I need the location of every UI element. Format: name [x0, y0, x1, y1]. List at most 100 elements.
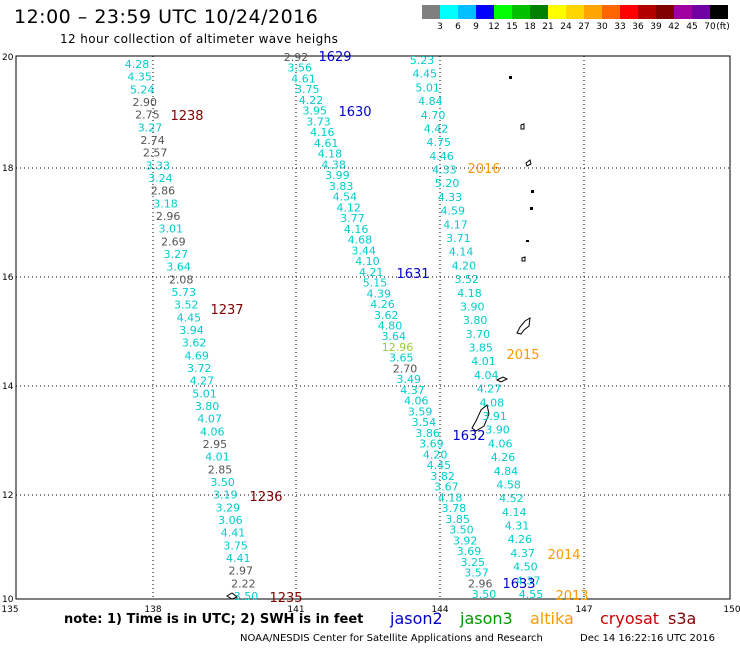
pass-number-label: 2014	[547, 548, 580, 563]
y-tick-label: 16	[2, 273, 14, 283]
islands	[226, 76, 534, 600]
chart-subtitle: 12 hour collection of altimeter wave hei…	[60, 32, 339, 46]
altimeter-tracks: 4.284.355.242.902.753.272.742.573.333.24…	[125, 51, 544, 603]
wave-height-value: 3.06	[218, 514, 243, 527]
wave-height-value: 3.94	[179, 324, 204, 337]
wave-height-value: 3.33	[146, 159, 171, 172]
wave-height-value: 3.52	[454, 273, 479, 286]
wave-height-value: 4.16	[310, 126, 335, 139]
colorbar-tick-label: 30	[596, 22, 608, 32]
wave-height-value: 3.83	[329, 180, 354, 193]
pass-labels: 1238 1237 1236 1235 1629 1630 1631 1632 1633 2016…	[170, 50, 588, 606]
island-guam	[471, 404, 490, 432]
track-altika: 5.234.455.014.844.704.424.754.464.335.20…	[410, 54, 544, 601]
wave-height-value: 3.01	[158, 223, 183, 236]
wave-height-value: 2.75	[135, 109, 160, 122]
track-cryosat: 4.284.355.242.902.753.272.742.573.333.24…	[125, 58, 259, 603]
wave-height-value: 4.41	[221, 527, 246, 540]
axis-labels: 135 138 141 144 147 150 20 18 16 14 12 10	[1, 53, 740, 615]
satellite-legend-s3a: s3a	[668, 609, 697, 628]
wave-height-value: 4.18	[438, 491, 463, 504]
wave-height-value: 12.96	[382, 341, 414, 354]
wave-height-value: 4.26	[370, 298, 395, 311]
wave-height-value: 3.75	[223, 539, 248, 552]
island-marker	[509, 76, 512, 79]
wave-height-value: 4.50	[513, 561, 538, 574]
colorbar-swatch	[656, 5, 674, 19]
colorbar-swatch	[494, 5, 512, 19]
colorbar-tick-label: 27	[578, 22, 590, 32]
wave-height-value: 2.95	[203, 438, 228, 451]
y-tick-label: 14	[2, 382, 14, 392]
wave-height-value: 3.80	[463, 314, 488, 327]
wave-height-value: 2.70	[393, 362, 418, 375]
wave-height-value: 4.35	[127, 71, 152, 84]
colorbar-swatch	[458, 5, 476, 19]
satellite-legend-jason3: jason3	[460, 609, 513, 628]
island-outline	[525, 159, 532, 167]
pass-number-label: 1235	[269, 591, 302, 606]
island-saipan	[516, 317, 531, 335]
wave-height-value: 4.01	[471, 355, 496, 368]
wave-height-value: 3.80	[195, 400, 220, 413]
x-tick-label: 138	[144, 605, 161, 615]
map-frame	[15, 55, 731, 600]
wave-height-value: 3.29	[216, 501, 241, 514]
wave-height-value: 4.45	[427, 459, 452, 472]
wave-height-value: 3.65	[389, 352, 414, 365]
wave-height-value: 4.27	[477, 383, 502, 396]
colorbar-swatch	[638, 5, 656, 19]
pass-number-label: 1236	[249, 490, 282, 505]
wave-height-value: 4.54	[333, 191, 358, 204]
colorbar-swatch	[530, 5, 548, 19]
wave-height-value: 3.25	[460, 556, 485, 569]
map-grid	[16, 56, 730, 599]
colorbar-swatch	[566, 5, 584, 19]
colorbar-tick-label: 70	[704, 22, 716, 32]
wave-height-value: 4.14	[502, 506, 527, 519]
wave-height-value: 3.71	[446, 232, 471, 245]
wave-height-value: 3.18	[153, 197, 178, 210]
pass-number-label: 2016	[467, 162, 500, 177]
wave-height-value: 4.07	[197, 413, 222, 426]
x-tick-label: 135	[1, 605, 18, 615]
wave-height-value: 4.61	[314, 137, 339, 150]
wave-height-value: 3.70	[466, 328, 491, 341]
footnote: note: 1) Time is in UTC; 2) SWH is in fe…	[64, 612, 364, 627]
x-tick-label: 147	[575, 605, 592, 615]
colorbar-swatch	[602, 5, 620, 19]
wave-height-value: 3.50	[449, 524, 474, 537]
wave-height-value: 4.41	[226, 552, 251, 565]
wave-height-value: 3.57	[464, 567, 489, 580]
wave-height-value: 4.31	[505, 520, 530, 533]
y-tick-label: 20	[2, 53, 14, 63]
wave-height-value: 4.21	[359, 266, 384, 279]
pass-number-label: 1238	[170, 109, 203, 124]
island-marker	[530, 207, 533, 210]
wave-height-value: 3.56	[288, 62, 313, 75]
pass-number-label: 1237	[210, 303, 243, 318]
wave-height-value: 4.52	[499, 492, 524, 505]
island-marker	[531, 190, 534, 193]
island-outline	[521, 256, 526, 262]
wave-height-value: 3.24	[148, 172, 173, 185]
colorbar-swatch	[440, 5, 458, 19]
colorbar-tick-label: 18	[524, 22, 536, 32]
wave-height-value: 2.96	[156, 210, 181, 223]
credit-line: NOAA/NESDIS Center for Satellite Applica…	[240, 633, 543, 644]
wave-height-value: 4.58	[496, 478, 521, 491]
wave-height-value: 3.90	[485, 424, 510, 437]
wave-height-value: 3.59	[408, 405, 433, 418]
colorbar-tick-label: 33	[614, 22, 626, 32]
island-outline	[520, 123, 525, 130]
colorbar-tick-label: 24	[560, 22, 572, 32]
colorbar-tick-label: 39	[650, 22, 662, 32]
wave-height-value: 3.69	[457, 545, 482, 558]
colorbar-swatch	[620, 5, 638, 19]
colorbar-tick-label: 45	[686, 22, 698, 32]
wave-height-value: 4.26	[491, 451, 516, 464]
y-tick-label: 18	[2, 164, 14, 174]
colorbar-tick-label: 3	[437, 22, 443, 32]
wave-height-value: 4.38	[321, 158, 346, 171]
wave-height-value: 4.06	[200, 425, 225, 438]
